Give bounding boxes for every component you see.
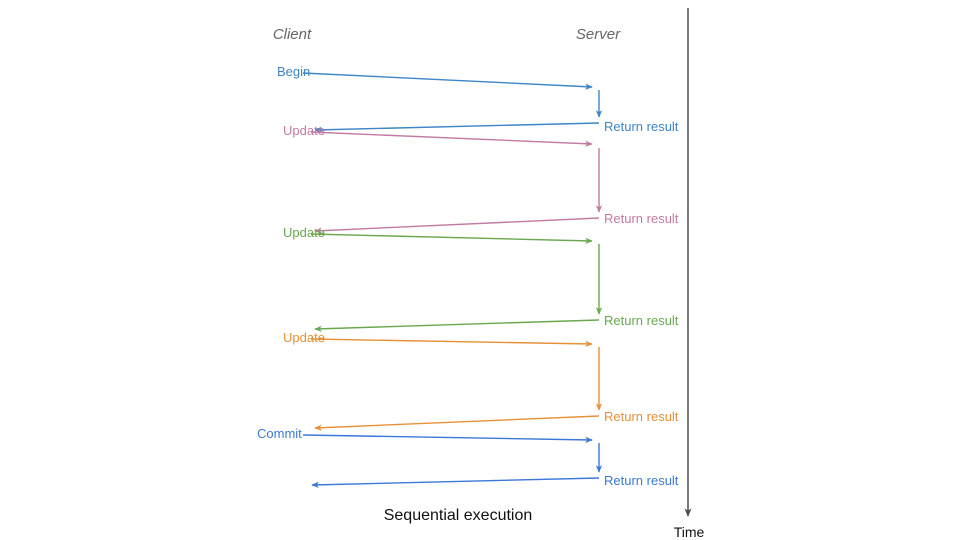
return-label: Return result <box>604 211 679 226</box>
diagram-title: Sequential execution <box>384 507 533 524</box>
request-label: Update <box>283 123 325 138</box>
request-arrow <box>302 72 593 90</box>
request-label: Update <box>283 330 325 345</box>
request-label: Update <box>283 225 325 240</box>
transaction-commit: Commit Return result <box>257 426 679 489</box>
return-arrow <box>314 319 600 332</box>
return-arrow <box>314 415 600 431</box>
return-arrow <box>311 477 600 489</box>
client-column-header: Client <box>273 26 312 43</box>
return-label: Return result <box>604 313 679 328</box>
time-axis-label: Time <box>674 524 705 540</box>
transaction-update-1: Update Return result <box>283 123 679 234</box>
transaction-update-3: Update Return result <box>283 330 679 431</box>
return-arrow <box>314 217 600 234</box>
request-label: Begin <box>277 64 310 79</box>
request-arrow <box>310 131 593 147</box>
return-label: Return result <box>604 119 679 134</box>
server-column-header: Server <box>576 26 621 43</box>
return-label: Return result <box>604 409 679 424</box>
transaction-update-2: Update Return result <box>283 225 679 332</box>
request-arrow <box>302 434 593 444</box>
request-label: Commit <box>257 426 302 441</box>
transaction-begin: Begin Return result <box>277 64 679 134</box>
return-label: Return result <box>604 473 679 488</box>
request-arrow <box>310 233 593 245</box>
request-arrow <box>310 338 593 348</box>
return-arrow <box>314 122 600 134</box>
